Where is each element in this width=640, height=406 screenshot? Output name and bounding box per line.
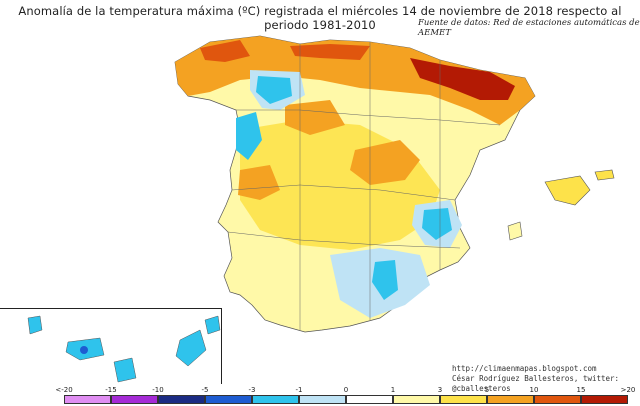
legend-label: 10 [529, 386, 539, 394]
canary-island-lanzarote [204, 315, 221, 335]
legend-label: -3 [248, 386, 256, 394]
canary-island-west [27, 315, 43, 335]
menorca-island [594, 169, 615, 181]
legend-label: <-20 [55, 386, 73, 394]
credit-url: http://climaenmapas.blogspot.com [452, 364, 597, 373]
legend-swatch [440, 395, 487, 404]
canary-island-fuerteventura [175, 329, 207, 367]
province-boundaries [227, 42, 501, 330]
legend-swatch [346, 395, 393, 404]
legend-label: -15 [105, 386, 117, 394]
mallorca-island [544, 175, 591, 206]
legend-swatch [252, 395, 299, 404]
legend-swatch [581, 395, 628, 404]
legend-swatch [158, 395, 205, 404]
credit-block: http://climaenmapas.blogspot.com César R… [452, 364, 640, 394]
legend-label: -1 [295, 386, 303, 394]
west-orange-patch [238, 165, 280, 200]
legend-label: 15 [576, 386, 586, 394]
data-source: Fuente de datos: Red de estaciones autom… [418, 18, 640, 38]
legend-label: 1 [390, 386, 396, 394]
central-orange-patch [350, 140, 420, 185]
southeast-cold-core [372, 260, 398, 300]
legend-label: >20 [620, 386, 636, 394]
north-hot-zone [290, 44, 370, 60]
legend-label: -5 [201, 386, 209, 394]
credit-author: César Rodríguez Ballesteros, twitter: @c… [452, 374, 620, 393]
legend-swatch [534, 395, 581, 404]
legend-label: -10 [152, 386, 164, 394]
legend-swatch [393, 395, 440, 404]
legend-swatch [64, 395, 111, 404]
legend-swatch [487, 395, 534, 404]
color-legend: <-20 -15 -10 -5 -3 -1 0 1 3 5 10 15 >20 [55, 386, 635, 406]
legend-label: 5 [484, 386, 490, 394]
legend-swatch [205, 395, 252, 404]
west-cool-zone [236, 112, 262, 160]
ibiza-island [507, 221, 523, 241]
canary-islands-inset-frame [0, 308, 222, 384]
legend-label: 0 [343, 386, 349, 394]
legend-swatch [111, 395, 158, 404]
north-orange-band [175, 36, 535, 125]
northwest-cold-core [256, 76, 292, 104]
northeast-hot-zone [410, 58, 515, 100]
canary-island-gran-canaria [113, 357, 137, 383]
canary-cold-spot [80, 346, 88, 354]
east-cold-core [422, 208, 452, 240]
northwest-hot-zone [200, 40, 250, 62]
legend-swatch [299, 395, 346, 404]
map-title: Anomalía de la temperatura máxima (ºC) r… [18, 4, 622, 32]
legend-label: 3 [437, 386, 443, 394]
